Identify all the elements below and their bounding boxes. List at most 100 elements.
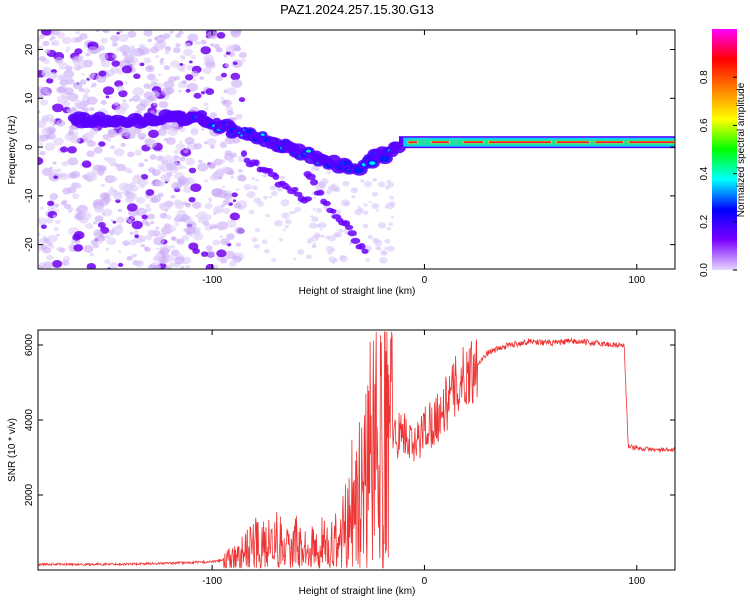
noise-blob [38,232,41,236]
noise-blob [155,126,159,129]
noise-blob [98,52,109,61]
noise-blob [204,106,209,111]
noise-blob [191,70,199,77]
noise-blob [116,216,125,224]
noise-blob [268,195,272,199]
noise-blob [174,75,181,81]
spectrogram-x-axis-label: Height of straight line (km) [299,286,416,297]
noise-blob [67,157,79,166]
noise-blob [212,239,221,246]
noise-blob [284,224,290,229]
noise-blob [190,55,197,60]
noise-blob [228,260,237,267]
noise-blob [59,146,69,153]
noise-blob [190,183,202,193]
noise-blob [224,250,236,260]
noise-blob [192,201,202,209]
noise-blob [47,241,53,247]
noise-blob [114,230,121,236]
branch-blob [303,196,313,202]
ridge-band-peak [408,141,418,143]
noise-blob [56,246,63,252]
noise-blob [294,206,302,213]
noise-blob [216,47,223,53]
noise-blob [86,150,95,158]
colorbar-gradient [712,29,737,270]
noise-blob [139,62,145,67]
noise-blob [175,43,181,48]
noise-blob [147,129,159,139]
noise-blob [184,136,195,145]
noise-blob [205,245,213,251]
noise-blob [371,203,380,210]
noise-blob [39,99,49,106]
noise-blob [145,207,152,213]
noise-blob [315,223,321,228]
branch-blob [344,224,354,231]
noise-blob [226,87,237,96]
noise-blob [315,167,320,171]
noise-blob [112,220,117,224]
noise-blob [133,73,141,80]
noise-blob [230,175,235,180]
noise-blob [46,254,54,261]
snr-plot-area [38,331,675,569]
noise-blob [97,221,106,229]
noise-blob [122,99,127,103]
noise-blob [109,186,114,190]
noise-blob [158,100,169,109]
noise-blob [139,184,145,189]
noise-blob [333,258,339,262]
noise-blob [57,75,64,81]
noise-blob [386,245,395,252]
noise-blob [70,170,81,179]
branch-blob [310,179,319,186]
noise-blob [127,151,135,158]
noise-blob [113,192,123,201]
noise-blob [237,175,247,182]
noise-blob [48,118,57,124]
noise-blob [261,239,268,244]
noise-blob [181,235,190,242]
noise-blob [39,150,46,156]
noise-blob [235,188,240,192]
noise-blob [53,175,59,179]
noise-blob [209,200,213,203]
noise-blob [111,60,120,67]
noise-blob [105,95,110,99]
noise-blob [222,185,226,189]
ridge-blob-mid [379,155,391,162]
noise-blob [46,77,54,84]
noise-blob [235,113,243,120]
noise-blob [183,149,189,154]
noise-blob [169,30,174,34]
noise-blob [310,235,319,242]
noise-blob [219,159,226,164]
noise-blob [138,43,146,49]
noise-blob [251,237,258,243]
noise-blob [317,181,324,187]
noise-blob [43,261,53,269]
noise-blob [135,261,144,268]
noise-blob [100,59,111,68]
y-tick-label: -20 [24,237,35,252]
noise-blob [124,81,128,85]
noise-blob [365,258,371,262]
noise-blob [78,87,85,93]
noise-blob [194,40,201,46]
snr-x-axis-label: Height of straight line (km) [299,586,416,597]
noise-blob [59,172,67,178]
noise-blob [155,247,160,251]
noise-blob [213,264,219,269]
noise-blob [224,63,230,68]
noise-blob [107,175,118,183]
noise-blob [222,199,231,206]
noise-blob [147,167,156,173]
noise-blob [363,203,368,207]
spectrogram-y-axis-label: Frequency (Hz) [7,116,18,185]
noise-blob [143,57,152,64]
noise-blob [188,196,196,203]
noise-blob [62,187,72,195]
